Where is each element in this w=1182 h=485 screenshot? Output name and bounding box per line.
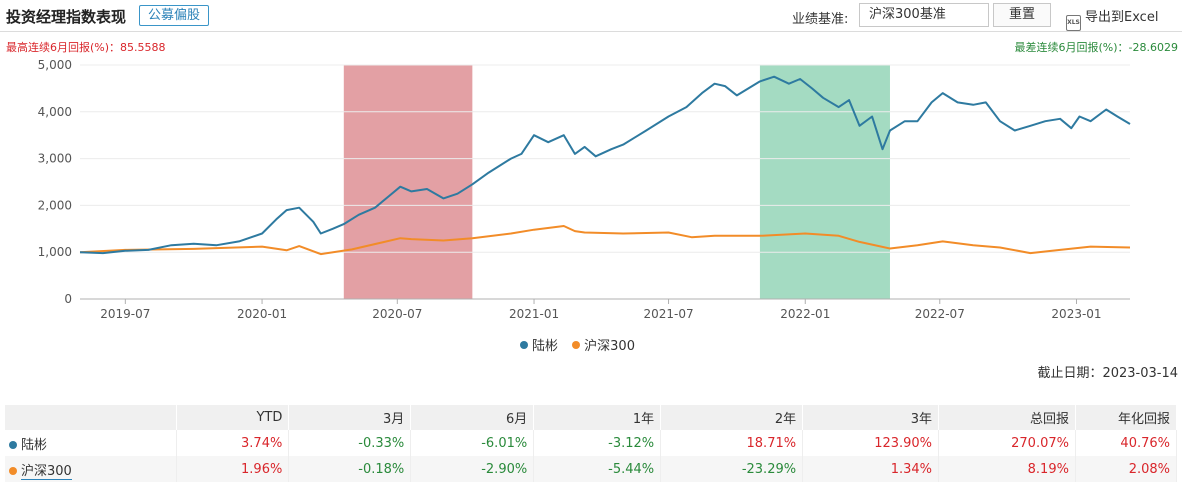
row-name-cell: 陆彬	[5, 430, 178, 456]
cell-3m: -0.33%	[288, 430, 412, 456]
min-6m-return-note: 最差连续6月回报(%)：-28.6029	[1014, 41, 1179, 54]
cell-total: 8.19%	[938, 456, 1076, 482]
panel-title: 投资经理指数表现	[6, 8, 127, 26]
row-name-cell: 沪深300	[5, 456, 178, 482]
cell-ytd: 1.96%	[176, 456, 290, 482]
cell-annualized: 40.76%	[1075, 430, 1178, 456]
legend-item-manager[interactable]: 陆彬	[532, 339, 559, 354]
cell-3y: 1.34%	[802, 456, 940, 482]
cell-3y: 123.90%	[802, 430, 940, 456]
chart-legend: 陆彬 沪深300	[520, 335, 635, 354]
y-tick-label: 4,000	[38, 105, 72, 119]
y-tick-label: 3,000	[38, 152, 72, 166]
cell-2y: 18.71%	[660, 430, 804, 456]
table-header-6m: 6月	[410, 405, 535, 430]
cutoff-date: 截止日期：2023-03-14	[1037, 366, 1178, 381]
cell-total: 270.07%	[938, 430, 1076, 456]
table-header-ytd: YTD	[176, 405, 290, 430]
benchmark-label: 业绩基准:	[792, 12, 849, 27]
row-color-marker	[9, 466, 17, 475]
series-line-manager	[79, 75, 1131, 255]
x-tick-label: 2022-01	[780, 307, 830, 321]
cell-ytd: 3.74%	[176, 430, 290, 456]
table-header-annualized: 年化回报	[1075, 405, 1178, 430]
legend-marker-manager	[520, 340, 528, 349]
table-header-3y: 3年	[802, 405, 940, 430]
cell-3m: -0.18%	[288, 456, 412, 482]
y-tick-label: 5,000	[38, 58, 72, 72]
performance-table: YTD 3月 6月 1年 2年 3年 总回报 年化回报 陆彬 3.74% -0.…	[5, 405, 1178, 482]
cell-1y: -5.44%	[533, 456, 662, 482]
row-color-marker	[9, 440, 17, 449]
cell-6m: -6.01%	[410, 430, 535, 456]
x-tick-label: 2022-07	[915, 307, 965, 321]
table-header-total: 总回报	[938, 405, 1076, 430]
row-name: 陆彬	[21, 437, 48, 453]
export-excel-button[interactable]: XLS 导出到Excel	[1066, 6, 1158, 31]
benchmark-select[interactable]: 沪深300基准	[859, 3, 989, 27]
table-header-2y: 2年	[660, 405, 804, 430]
series-line-benchmark	[79, 225, 1131, 256]
reset-button[interactable]: 重置	[993, 3, 1051, 27]
max-6m-return-note: 最高连续6月回报(%)：85.5588	[6, 41, 166, 54]
table-header-name	[5, 405, 178, 430]
table-row: 沪深300 1.96% -0.18% -2.90% -5.44% -23.29%…	[5, 456, 1178, 482]
y-tick-label: 2,000	[38, 198, 72, 212]
cell-6m: -2.90%	[410, 456, 535, 482]
panel-header: 投资经理指数表现 公募偏股 业绩基准: 沪深300基准 重置 XLS 导出到Exc…	[0, 0, 1182, 32]
highlight-band-1	[343, 65, 473, 299]
excel-file-icon: XLS	[1066, 15, 1081, 31]
cell-1y: -3.12%	[533, 430, 662, 456]
x-tick-label: 2021-01	[509, 307, 559, 321]
legend-marker-benchmark	[572, 340, 581, 349]
y-tick-label: 0	[64, 292, 72, 306]
x-tick-label: 2020-01	[237, 307, 287, 321]
row-name-link[interactable]: 沪深300	[21, 463, 72, 480]
table-header-1y: 1年	[533, 405, 662, 430]
highlight-band-2	[759, 65, 890, 299]
table-header-3m: 3月	[288, 405, 412, 430]
x-tick-label: 2021-07	[643, 307, 693, 321]
table-row: 陆彬 3.74% -0.33% -6.01% -3.12% 18.71% 123…	[5, 430, 1178, 456]
fund-type-badge[interactable]: 公募偏股	[139, 5, 210, 26]
index-performance-chart: 2019-07 2020-01 2020-07 2021-01 2021-07 2022-…	[38, 58, 1131, 321]
cell-annualized: 2.08%	[1075, 456, 1178, 482]
x-tick-label: 2019-07	[100, 307, 150, 321]
cell-2y: -23.29%	[660, 456, 804, 482]
export-excel-label: 导出到Excel	[1085, 10, 1159, 25]
x-tick-label: 2020-07	[372, 307, 422, 321]
table-header-row: YTD 3月 6月 1年 2年 3年 总回报 年化回报	[5, 405, 1178, 430]
y-tick-label: 1,000	[38, 245, 72, 259]
legend-item-benchmark[interactable]: 沪深300	[584, 339, 635, 354]
x-tick-label: 2023-01	[1051, 307, 1101, 321]
